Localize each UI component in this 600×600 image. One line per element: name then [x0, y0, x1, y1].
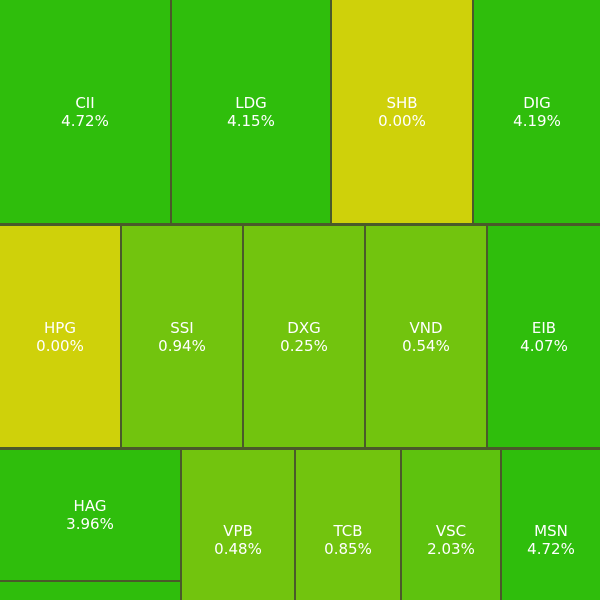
- tile-change: 4.07%: [520, 336, 568, 355]
- tile-change: 4.72%: [61, 111, 109, 130]
- tile-symbol: SSI: [170, 318, 194, 337]
- tile-symbol: SHB: [386, 93, 418, 112]
- tile-label: VPB 0.48%: [214, 522, 262, 558]
- tile-change: 0.00%: [378, 111, 426, 130]
- tile-label: SSI 0.94%: [158, 319, 206, 355]
- tile-symbol: EIB: [531, 318, 557, 337]
- tile-label: SHB 0.00%: [378, 94, 426, 130]
- tile-label: LDG 4.15%: [227, 94, 275, 130]
- tile-symbol: HAG: [73, 497, 107, 515]
- tile-symbol: VSC: [435, 522, 467, 540]
- tile-label: MSN 4.72%: [527, 522, 575, 558]
- tile-symbol: CII: [75, 93, 95, 112]
- tile-dig[interactable]: DIG 4.19%: [474, 0, 600, 223]
- tile-change: 0.48%: [214, 540, 262, 558]
- tile-change: 0.00%: [36, 336, 84, 355]
- tile-vpb[interactable]: VPB 0.48%: [182, 450, 294, 600]
- tile-symbol: TCB: [333, 522, 363, 540]
- tile-label: DXG 0.25%: [280, 319, 328, 355]
- tile-symbol: VPB: [223, 522, 253, 540]
- tile-change: 4.19%: [513, 111, 561, 130]
- tile-eib[interactable]: EIB 4.07%: [488, 226, 600, 447]
- tile-change: 0.94%: [158, 336, 206, 355]
- tile-label: DIG 4.19%: [513, 94, 561, 130]
- tile-label: EIB 4.07%: [520, 319, 568, 355]
- tile-vsc[interactable]: VSC 2.03%: [402, 450, 500, 600]
- tile-label: VND 0.54%: [402, 319, 450, 355]
- tile-label: VSC 2.03%: [427, 522, 475, 558]
- tile-label: HPG 0.00%: [36, 319, 84, 355]
- tile-label: CII 4.72%: [61, 94, 109, 130]
- tile-symbol: VND: [409, 318, 443, 337]
- tile-msn[interactable]: MSN 4.72%: [502, 450, 600, 600]
- tile-change: 0.25%: [280, 336, 328, 355]
- tile-cii[interactable]: CII 4.72%: [0, 0, 170, 223]
- tile-symbol: DIG: [523, 93, 551, 112]
- tile-shb[interactable]: SHB 0.00%: [332, 0, 472, 223]
- tile-change: 4.15%: [227, 111, 275, 130]
- tile-change: 3.96%: [66, 515, 114, 533]
- tile-change: 0.85%: [324, 540, 372, 558]
- tile-change: 2.03%: [427, 540, 475, 558]
- tile-dxg[interactable]: DXG 0.25%: [244, 226, 364, 447]
- tile-label: TCB 0.85%: [324, 522, 372, 558]
- tile-tcb[interactable]: TCB 0.85%: [296, 450, 400, 600]
- tile-symbol: HPG: [44, 318, 76, 337]
- tile-change: 4.72%: [527, 540, 575, 558]
- tile-hag[interactable]: HAG 3.96%: [0, 450, 180, 580]
- tile-label: HAG 3.96%: [66, 497, 114, 533]
- tile-change: 0.54%: [402, 336, 450, 355]
- tile-vnd[interactable]: VND 0.54%: [366, 226, 486, 447]
- tile-hpg[interactable]: HPG 0.00%: [0, 226, 120, 447]
- tile-symbol: MSN: [534, 522, 568, 540]
- tile-symbol: LDG: [235, 93, 267, 112]
- tile-unlabeled[interactable]: [0, 582, 180, 600]
- tile-ldg[interactable]: LDG 4.15%: [172, 0, 330, 223]
- tile-ssi[interactable]: SSI 0.94%: [122, 226, 242, 447]
- tile-symbol: DXG: [287, 318, 321, 337]
